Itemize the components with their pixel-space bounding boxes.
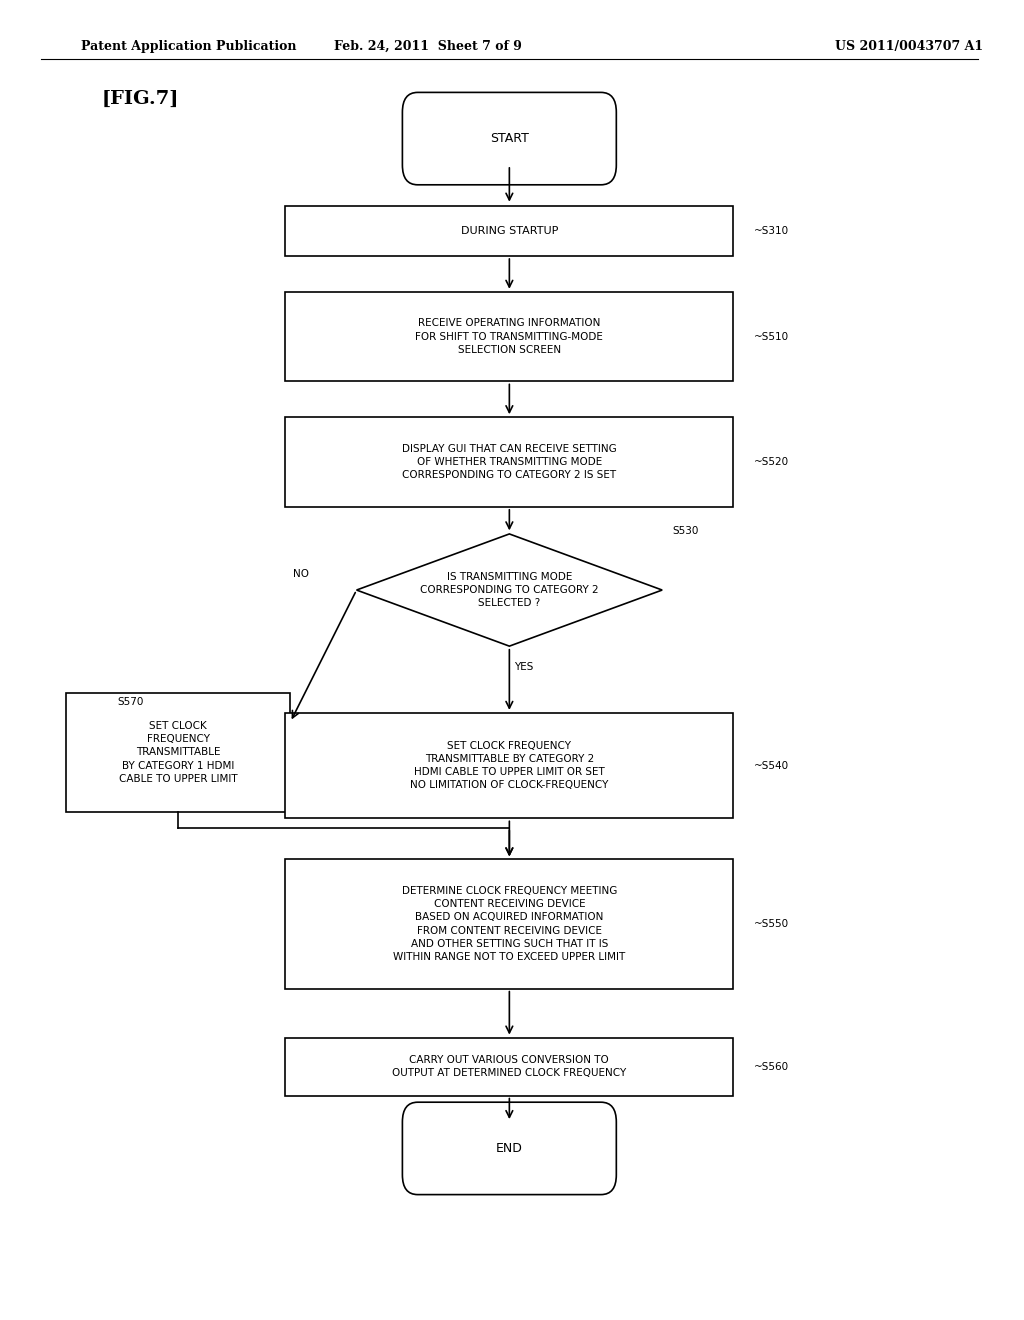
FancyBboxPatch shape: [286, 206, 733, 256]
Text: ~S510: ~S510: [754, 331, 788, 342]
Text: Patent Application Publication: Patent Application Publication: [82, 40, 297, 53]
Text: RECEIVE OPERATING INFORMATION
FOR SHIFT TO TRANSMITTING-MODE
SELECTION SCREEN: RECEIVE OPERATING INFORMATION FOR SHIFT …: [416, 318, 603, 355]
Text: ~S560: ~S560: [754, 1061, 788, 1072]
Text: S530: S530: [673, 525, 698, 536]
Text: ~S520: ~S520: [754, 457, 788, 467]
Text: US 2011/0043707 A1: US 2011/0043707 A1: [836, 40, 983, 53]
FancyBboxPatch shape: [286, 713, 733, 818]
FancyBboxPatch shape: [67, 693, 291, 812]
Text: ~S540: ~S540: [754, 760, 788, 771]
Text: YES: YES: [514, 661, 534, 672]
Text: Feb. 24, 2011  Sheet 7 of 9: Feb. 24, 2011 Sheet 7 of 9: [334, 40, 522, 53]
Text: NO: NO: [293, 569, 308, 579]
Text: ~S550: ~S550: [754, 919, 788, 929]
Text: DISPLAY GUI THAT CAN RECEIVE SETTING
OF WHETHER TRANSMITTING MODE
CORRESPONDING : DISPLAY GUI THAT CAN RECEIVE SETTING OF …: [402, 444, 616, 480]
Text: [FIG.7]: [FIG.7]: [101, 90, 179, 108]
Text: IS TRANSMITTING MODE
CORRESPONDING TO CATEGORY 2
SELECTED ?: IS TRANSMITTING MODE CORRESPONDING TO CA…: [420, 572, 599, 609]
FancyBboxPatch shape: [402, 1102, 616, 1195]
Text: SET CLOCK
FREQUENCY
TRANSMITTABLE
BY CATEGORY 1 HDMI
CABLE TO UPPER LIMIT: SET CLOCK FREQUENCY TRANSMITTABLE BY CAT…: [119, 721, 238, 784]
FancyBboxPatch shape: [286, 292, 733, 381]
FancyBboxPatch shape: [402, 92, 616, 185]
FancyBboxPatch shape: [286, 417, 733, 507]
Polygon shape: [356, 533, 663, 645]
FancyBboxPatch shape: [286, 859, 733, 989]
Text: START: START: [489, 132, 528, 145]
FancyBboxPatch shape: [286, 1038, 733, 1096]
Text: CARRY OUT VARIOUS CONVERSION TO
OUTPUT AT DETERMINED CLOCK FREQUENCY: CARRY OUT VARIOUS CONVERSION TO OUTPUT A…: [392, 1055, 627, 1078]
Text: S570: S570: [117, 697, 143, 708]
Text: DETERMINE CLOCK FREQUENCY MEETING
CONTENT RECEIVING DEVICE
BASED ON ACQUIRED INF: DETERMINE CLOCK FREQUENCY MEETING CONTEN…: [393, 886, 626, 962]
Text: SET CLOCK FREQUENCY
TRANSMITTABLE BY CATEGORY 2
HDMI CABLE TO UPPER LIMIT OR SET: SET CLOCK FREQUENCY TRANSMITTABLE BY CAT…: [411, 741, 608, 791]
Text: END: END: [496, 1142, 523, 1155]
Text: ~S310: ~S310: [754, 226, 788, 236]
Text: DURING STARTUP: DURING STARTUP: [461, 226, 558, 236]
